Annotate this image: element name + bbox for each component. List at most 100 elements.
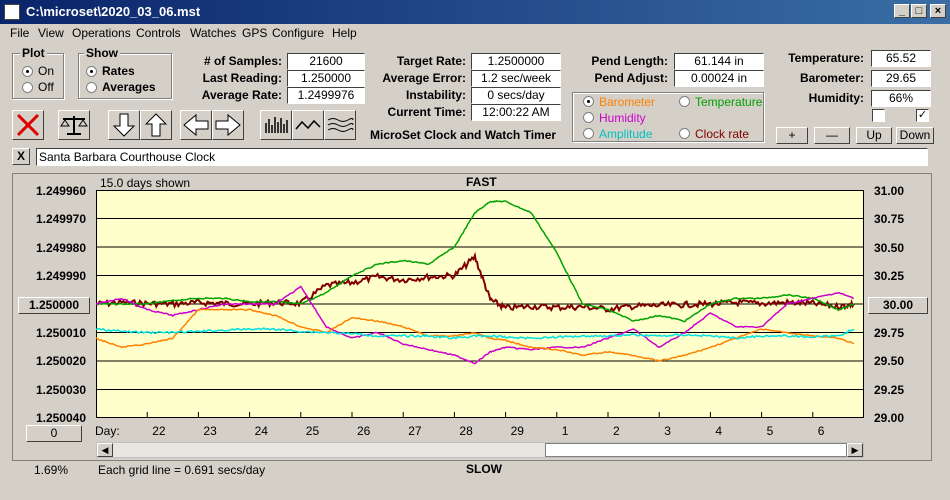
temperature-field: 65.52 xyxy=(871,50,931,67)
show-group xyxy=(78,53,172,99)
close-icon[interactable]: × xyxy=(930,4,946,18)
stop-button[interactable] xyxy=(12,110,44,140)
barometer-label: Barometer: xyxy=(799,71,864,85)
target-rate-field[interactable]: 1.2500000 xyxy=(471,53,561,70)
current-time-label: Current Time: xyxy=(387,105,466,119)
menu-file[interactable]: File xyxy=(10,26,30,40)
fast-label: FAST xyxy=(466,175,497,189)
app-caption: MicroSet Clock and Watch Timer xyxy=(370,128,557,142)
option-checkbox-left[interactable] xyxy=(872,109,885,122)
close-clock-button[interactable]: X xyxy=(12,148,30,165)
y-left-tick: 1.249980 xyxy=(35,241,86,255)
percent-readout: 1.69% xyxy=(34,463,69,477)
pend-length-field[interactable]: 61.144 in xyxy=(674,53,764,70)
x-tick-label: 2 xyxy=(613,424,620,438)
menu-help[interactable]: Help xyxy=(332,26,357,40)
bars-view-button[interactable] xyxy=(260,110,292,140)
sensor-temperature-label: Temperature xyxy=(695,95,763,109)
y-right-tick: 31.00 xyxy=(874,184,905,198)
menu-controls[interactable]: Controls xyxy=(136,26,181,40)
x-tick-label: 25 xyxy=(305,424,320,438)
instability-label: Instability: xyxy=(405,88,466,102)
y-left-tick: 1.250040 xyxy=(35,411,86,425)
line-view-button[interactable] xyxy=(292,110,324,140)
maximize-icon[interactable]: □ xyxy=(911,4,927,18)
scroll-right-icon[interactable]: ▶ xyxy=(847,443,863,457)
series-line-clock-rate xyxy=(96,251,855,313)
scale-up-button[interactable]: Up xyxy=(856,127,892,144)
balance-button[interactable] xyxy=(58,110,90,140)
option-checkbox-right[interactable]: ✓ xyxy=(916,109,929,122)
series-line-humidity xyxy=(96,285,854,365)
sensor-humidity-radio[interactable] xyxy=(583,112,594,123)
menu-operations[interactable]: Operations xyxy=(72,26,131,40)
sensor-clock-rate-radio[interactable] xyxy=(679,128,690,139)
samples-field: 21600 xyxy=(287,53,365,70)
series-line-amplitude xyxy=(96,327,855,340)
center-rate-button[interactable]: 1.250000 xyxy=(18,297,90,314)
x-tick-label: 6 xyxy=(817,424,825,438)
scale-minus-button[interactable]: — xyxy=(814,127,850,144)
series-line-temperature xyxy=(96,199,855,323)
menu-view[interactable]: View xyxy=(38,26,64,40)
center-sensor-button[interactable]: 30.00 xyxy=(868,297,928,314)
x-tick-label: 26 xyxy=(357,424,371,438)
zero-button[interactable]: 0 xyxy=(26,425,82,442)
average-rate-field: 1.2499976 xyxy=(287,87,365,104)
sensor-temperature-radio[interactable] xyxy=(679,96,690,107)
plot-on-radio[interactable] xyxy=(22,66,33,77)
app-icon xyxy=(4,4,20,20)
show-rates-radio[interactable] xyxy=(86,66,97,77)
average-error-label: Average Error: xyxy=(382,71,466,85)
pend-length-label: Pend Length: xyxy=(591,54,668,68)
x-tick-label: 28 xyxy=(459,424,473,438)
plot-canvas xyxy=(96,190,864,418)
menu-configure[interactable]: Configure xyxy=(272,26,325,40)
up-arrow-button[interactable] xyxy=(140,110,172,140)
sensor-amplitude-radio[interactable] xyxy=(583,128,594,139)
average-error-field: 1.2 sec/week xyxy=(471,70,561,87)
red-x-icon xyxy=(16,113,40,137)
plot-group-title: Plot xyxy=(20,46,47,60)
scale-plus-button[interactable]: + xyxy=(776,127,808,144)
wave-view-button[interactable] xyxy=(324,110,356,140)
x-tick-label: 29 xyxy=(510,424,524,438)
show-group-title: Show xyxy=(84,46,120,60)
y-right-tick: 29.50 xyxy=(874,354,905,368)
day-axis-label: Day: xyxy=(95,424,120,438)
horizontal-scrollbar[interactable]: ◀ ▶ xyxy=(96,442,864,458)
plot-off-label: Off xyxy=(38,80,54,94)
plot-off-radio[interactable] xyxy=(22,82,33,93)
y-right-tick: 30.50 xyxy=(874,241,905,255)
sensor-barometer-radio[interactable] xyxy=(583,96,594,107)
y-left-tick: 1.249970 xyxy=(35,212,86,226)
arrow-up-icon xyxy=(144,113,168,137)
scale-down-button[interactable]: Down xyxy=(896,127,934,144)
down-arrow-button[interactable] xyxy=(108,110,140,140)
x-tick-label: 1 xyxy=(561,424,569,438)
y-left-tick: 1.250010 xyxy=(35,326,86,340)
scroll-thumb[interactable] xyxy=(545,443,847,457)
left-arrow-button[interactable] xyxy=(180,110,212,140)
instability-field: 0 secs/day xyxy=(471,87,561,104)
minimize-icon[interactable]: _ xyxy=(894,4,910,18)
arrow-right-icon xyxy=(215,113,241,137)
scroll-left-icon[interactable]: ◀ xyxy=(97,443,113,457)
average-rate-label: Average Rate: xyxy=(201,88,282,102)
show-averages-label: Averages xyxy=(102,80,156,94)
window-title: C:\microset\2020_03_06.mst xyxy=(26,4,201,19)
y-left-tick: 1.250020 xyxy=(35,354,86,368)
x-tick-label: 22 xyxy=(152,424,166,438)
scales-icon xyxy=(60,116,88,135)
samples-label: # of Samples: xyxy=(203,54,282,68)
y-left-tick: 1.249990 xyxy=(35,269,86,283)
menu-watches[interactable]: Watches xyxy=(190,26,237,40)
right-arrow-button[interactable] xyxy=(212,110,244,140)
menu-gps[interactable]: GPS xyxy=(242,26,268,40)
clock-name-field[interactable]: Santa Barbara Courthouse Clock xyxy=(36,148,928,166)
x-tick-label: 3 xyxy=(664,424,671,438)
show-averages-radio[interactable] xyxy=(86,82,97,93)
sensor-amplitude-label: Amplitude xyxy=(599,127,653,141)
wave-icon xyxy=(327,118,354,132)
slow-label: SLOW xyxy=(466,462,502,476)
